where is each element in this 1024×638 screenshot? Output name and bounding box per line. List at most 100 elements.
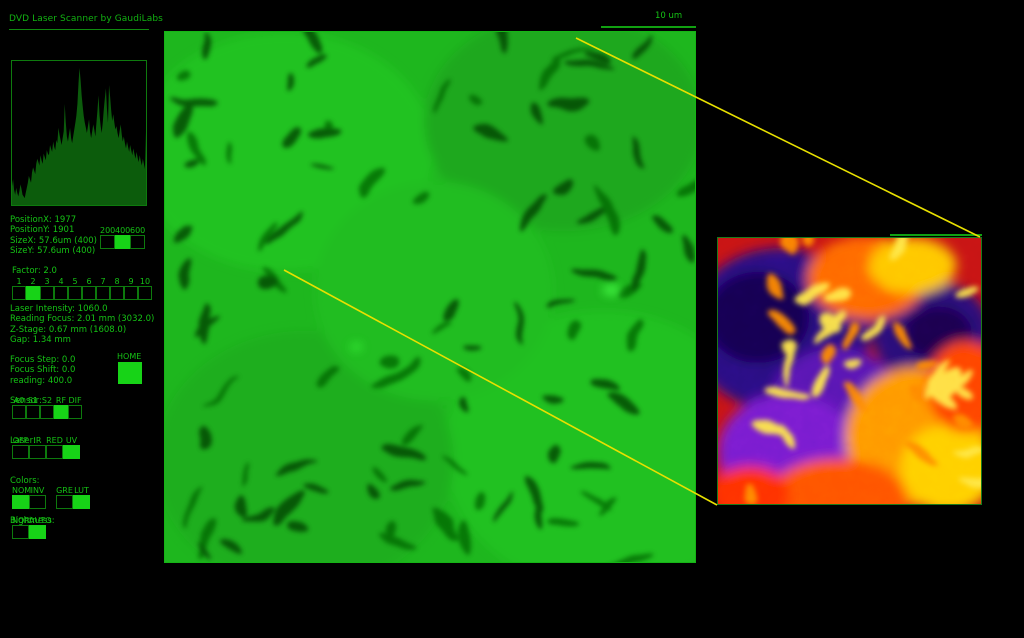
brightness-group-title: Bightness: — [10, 516, 55, 526]
home-button-label: HOME — [117, 352, 142, 361]
rod-feature — [366, 169, 386, 197]
factor-selector-tick: 10 — [139, 277, 151, 286]
rod-feature — [260, 216, 281, 256]
factor-selector-cell[interactable] — [110, 286, 124, 300]
factor-selector-cell[interactable] — [124, 286, 138, 300]
factor-selector-cell[interactable] — [96, 286, 110, 300]
rod-feature — [519, 198, 547, 232]
factor-selector-cells[interactable] — [12, 286, 152, 300]
main-scalebar — [601, 26, 696, 28]
brightness-selector-cell[interactable] — [29, 525, 46, 539]
sensor-selector-cell[interactable] — [26, 405, 40, 419]
rod-feature — [608, 548, 654, 562]
sensor-selector-tick: S1 — [27, 396, 39, 405]
factor-selector-tick: 2 — [30, 277, 36, 286]
rod-feature — [535, 506, 548, 531]
rod-feature — [476, 127, 512, 141]
factor-selector-tick: 6 — [86, 277, 92, 286]
main-scan-canvas — [165, 32, 695, 562]
readout-position: PositionX: 1977 PositionY: 1901 SizeX: 5… — [10, 215, 97, 257]
factor-selector-cell[interactable] — [68, 286, 82, 300]
laser-group-title: Laser: — [10, 436, 36, 446]
factor-selector-ticks: 1 2 3 4 5 6 7 8 9 10 — [12, 277, 152, 286]
factor-selector-cell[interactable] — [82, 286, 96, 300]
factor-selector-tick: 5 — [72, 277, 78, 286]
sensor-selector-cell[interactable] — [54, 405, 68, 419]
factor-selector-cell[interactable] — [40, 286, 54, 300]
colors-invert-selector[interactable]: NOM INV — [12, 486, 46, 509]
rod-feature — [457, 527, 471, 559]
sensor-selector-cells[interactable] — [12, 405, 82, 419]
rod-feature — [550, 186, 572, 200]
rod-feature — [307, 58, 325, 70]
factor-selector-cell[interactable] — [26, 286, 40, 300]
rod-feature — [303, 124, 340, 135]
laser-selector[interactable]: OFF IR RED UV — [12, 436, 80, 459]
readout-laser-line: Reading Focus: 2.01 mm (3032.0) — [10, 314, 155, 325]
colors-lut-ticks: GRE LUT — [56, 486, 90, 495]
factor-selector[interactable]: Factor: 2.0 1 2 3 4 5 6 7 8 9 10 — [12, 266, 152, 300]
rod-feature — [283, 73, 293, 92]
colors-invert-cells[interactable] — [12, 495, 46, 509]
readout-focus-line: Focus Step: 0.0 — [10, 355, 76, 365]
range-selector-cell[interactable] — [100, 235, 115, 249]
laser-selector-cell[interactable] — [63, 445, 80, 459]
sensor-selector[interactable]: A0 S1 S2 RF DIF — [12, 396, 82, 419]
laser-selector-ticks: OFF IR RED UV — [12, 436, 80, 445]
rod-feature — [279, 122, 296, 146]
rod-feature — [426, 507, 458, 544]
colors-lut-cells[interactable] — [56, 495, 90, 509]
laser-selector-tick: RED — [46, 436, 63, 445]
home-button[interactable] — [118, 362, 142, 384]
rod-feature — [169, 95, 217, 104]
brightness-selector-cells[interactable] — [12, 525, 46, 539]
range-selector-cell[interactable] — [130, 235, 145, 249]
colors-invert-tick: NOM — [12, 486, 32, 495]
range-selector-cell[interactable] — [115, 235, 130, 249]
rod-feature — [286, 519, 308, 530]
rod-feature — [171, 99, 192, 132]
sensor-group-title: Sensor: — [10, 396, 42, 406]
laser-selector-cell[interactable] — [46, 445, 63, 459]
colors-lut-tick: LUT — [74, 486, 89, 495]
colors-lut-selector[interactable]: GRE LUT — [56, 486, 90, 509]
rod-feature — [471, 94, 485, 106]
rod-feature — [228, 137, 234, 166]
colors-invert-ticks: NOM INV — [12, 486, 46, 495]
rod-feature — [204, 303, 216, 346]
inset-lut-image[interactable] — [717, 237, 982, 505]
inset-scan-canvas — [718, 238, 981, 504]
factor-selector-tick: 4 — [58, 277, 64, 286]
factor-selector-cell[interactable] — [138, 286, 152, 300]
range-selector-cells[interactable] — [100, 235, 145, 249]
colors-invert-cell[interactable] — [12, 495, 29, 509]
rod-feature — [540, 60, 563, 93]
brightness-selector[interactable]: NOR AUTO — [12, 516, 52, 539]
colors-group-title: Colors: — [10, 476, 40, 486]
range-selector[interactable]: 200 400 600 — [100, 226, 145, 249]
colors-invert-cell[interactable] — [29, 495, 46, 509]
rod-feature — [185, 125, 206, 163]
factor-selector-cell[interactable] — [12, 286, 26, 300]
readout-position-line: SizeX: 57.6um (400) — [10, 235, 97, 246]
sensor-selector-cell[interactable] — [68, 405, 82, 419]
rod-feature — [271, 209, 300, 246]
laser-selector-cell[interactable] — [29, 445, 46, 459]
brightness-selector-cell[interactable] — [12, 525, 29, 539]
readout-laser-line: Laser Intensity: 1060.0 — [10, 304, 108, 314]
rod-feature — [255, 276, 279, 288]
factor-selector-cell[interactable] — [54, 286, 68, 300]
rod-feature — [532, 106, 547, 125]
colors-lut-cell[interactable] — [56, 495, 73, 509]
main-scan-image[interactable] — [164, 31, 696, 563]
factor-selector-tick: 8 — [114, 277, 120, 286]
rod-feature — [685, 231, 695, 261]
colors-lut-cell[interactable] — [73, 495, 90, 509]
laser-selector-cell[interactable] — [12, 445, 29, 459]
laser-selector-cells[interactable] — [12, 445, 80, 459]
rod-feature — [375, 532, 416, 549]
sensor-selector-cell[interactable] — [12, 405, 26, 419]
sensor-selector-ticks: A0 S1 S2 RF DIF — [12, 396, 82, 405]
sensor-selector-cell[interactable] — [40, 405, 54, 419]
